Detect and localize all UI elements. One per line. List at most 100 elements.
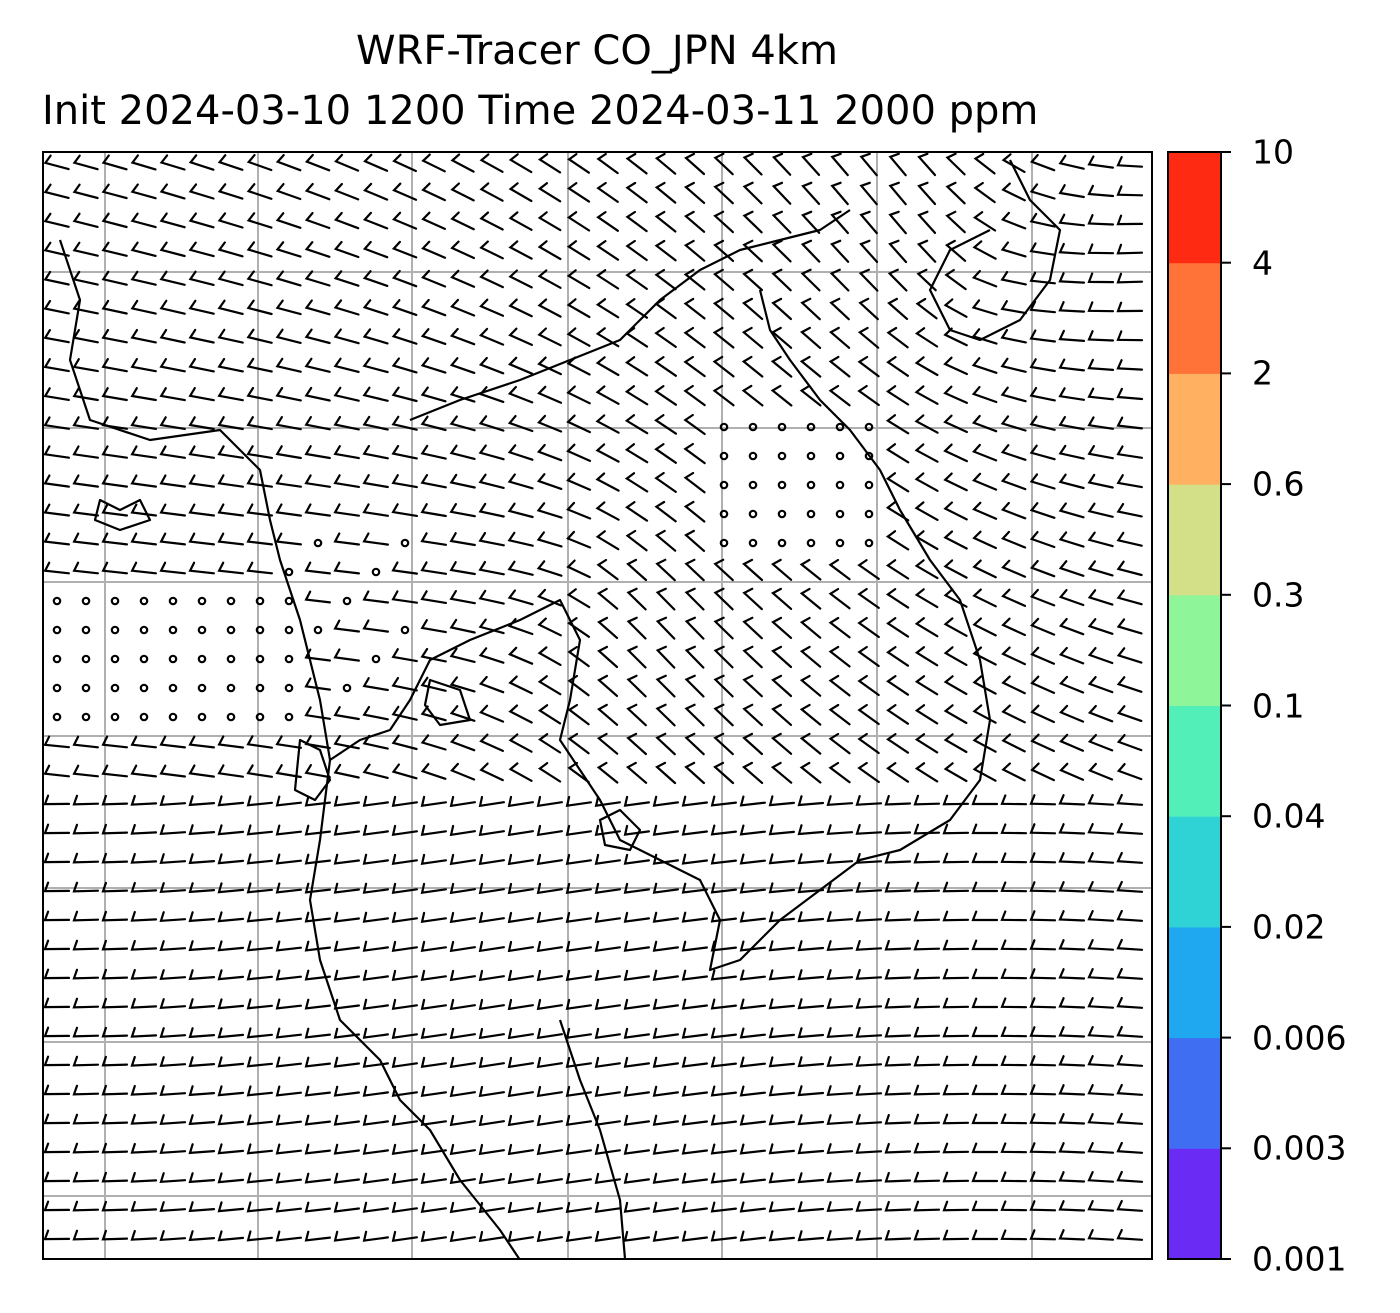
wind-barb xyxy=(914,472,939,492)
wind-barb xyxy=(362,1056,389,1068)
wind-barb xyxy=(159,1114,187,1126)
wind-barb xyxy=(1058,704,1085,723)
wind-barb xyxy=(507,1143,534,1156)
calm-wind-circle xyxy=(284,654,294,664)
wind-barb xyxy=(333,853,360,865)
wind-barb xyxy=(478,356,505,375)
wind-barb xyxy=(566,588,591,609)
wind-barb xyxy=(1000,1055,1028,1067)
wind-barb xyxy=(712,297,735,320)
wind-barb xyxy=(362,705,389,721)
wind-barb xyxy=(420,1114,447,1127)
calm-wind-circle xyxy=(806,509,816,519)
wind-barb xyxy=(391,734,418,751)
wind-barb xyxy=(101,387,128,402)
calm-wind-circle xyxy=(284,596,294,606)
wind-barb xyxy=(391,561,418,575)
wind-barb xyxy=(391,590,418,604)
wind-barb xyxy=(507,473,534,490)
wind-barb xyxy=(1029,153,1056,172)
wind-barb xyxy=(1116,1025,1144,1038)
wind-barb xyxy=(594,1230,621,1243)
wind-barb xyxy=(1087,676,1114,694)
wind-barb xyxy=(188,1230,216,1242)
wind-barb xyxy=(130,1055,158,1067)
wind-barb xyxy=(333,1085,360,1097)
wind-barb xyxy=(652,998,679,1010)
wind-barb xyxy=(623,1056,650,1068)
calm-wind-circle xyxy=(255,654,265,664)
wind-barb xyxy=(1087,214,1115,226)
calm-wind-circle xyxy=(864,451,874,461)
wind-barb xyxy=(886,733,910,754)
wind-barb xyxy=(914,675,939,696)
wind-barb xyxy=(942,1142,970,1154)
wind-barb xyxy=(1116,156,1144,168)
wind-barb xyxy=(217,1056,245,1068)
wind-barb xyxy=(855,1172,883,1183)
wind-barb xyxy=(420,1056,447,1069)
wind-barb xyxy=(826,1172,854,1184)
wind-barb xyxy=(536,531,563,548)
wind-barb xyxy=(799,558,822,581)
wind-barb xyxy=(855,795,883,806)
wind-barb xyxy=(159,503,186,517)
calm-wind-circle xyxy=(342,683,352,693)
wind-barb xyxy=(507,502,534,519)
wind-barb xyxy=(797,940,825,952)
calm-wind-circle xyxy=(52,683,62,693)
calm-wind-circle xyxy=(226,596,236,606)
wind-barb xyxy=(449,357,476,374)
wind-barb xyxy=(536,911,563,924)
wind-barb xyxy=(826,1114,854,1126)
wind-barb xyxy=(826,795,854,807)
wind-barb xyxy=(420,1085,447,1098)
wind-barb xyxy=(566,559,591,579)
wind-barb xyxy=(771,239,792,263)
calm-wind-circle xyxy=(197,625,207,635)
wind-barb xyxy=(973,181,996,204)
wind-barb xyxy=(943,733,968,754)
wind-barb xyxy=(684,645,705,669)
wind-barb xyxy=(739,824,766,836)
wind-barb xyxy=(884,997,912,1009)
wind-barb xyxy=(826,1085,854,1097)
coastline-island-2 xyxy=(93,498,152,532)
wind-barb xyxy=(391,824,418,837)
wind-barb xyxy=(304,853,331,865)
wind-barb xyxy=(478,531,505,547)
wind-barb xyxy=(159,824,187,836)
wind-barb xyxy=(623,940,650,952)
wind-barb xyxy=(362,299,389,316)
wind-barb xyxy=(420,590,447,604)
wind-barb xyxy=(420,1172,447,1185)
wind-barb xyxy=(130,474,157,488)
wind-barb xyxy=(917,181,937,206)
wind-barb xyxy=(159,1201,187,1213)
wind-barb xyxy=(391,444,418,460)
wind-barb xyxy=(654,239,677,262)
wind-barb xyxy=(567,645,590,668)
calm-wind-circle xyxy=(52,712,62,722)
wind-barb xyxy=(246,1143,273,1155)
wind-barb xyxy=(43,968,71,980)
calm-wind-circle xyxy=(52,625,62,635)
wind-barb xyxy=(654,500,677,523)
wind-barb xyxy=(420,824,447,837)
wind-barb xyxy=(275,241,302,258)
wind-barb xyxy=(1058,502,1085,519)
calm-wind-circle xyxy=(284,683,294,693)
calm-wind-circle xyxy=(110,654,120,664)
wind-barb xyxy=(333,619,360,633)
wind-barb xyxy=(421,240,447,259)
coastline-island-1 xyxy=(598,808,642,852)
wind-barb xyxy=(130,1229,158,1241)
wind-barb xyxy=(304,357,331,373)
wind-barb xyxy=(478,675,505,694)
wind-barb xyxy=(43,561,70,575)
wind-barb xyxy=(420,911,447,924)
wind-barb xyxy=(333,706,360,721)
wind-barb xyxy=(971,1113,999,1125)
wind-barb xyxy=(655,616,676,640)
wind-barb xyxy=(596,558,619,581)
